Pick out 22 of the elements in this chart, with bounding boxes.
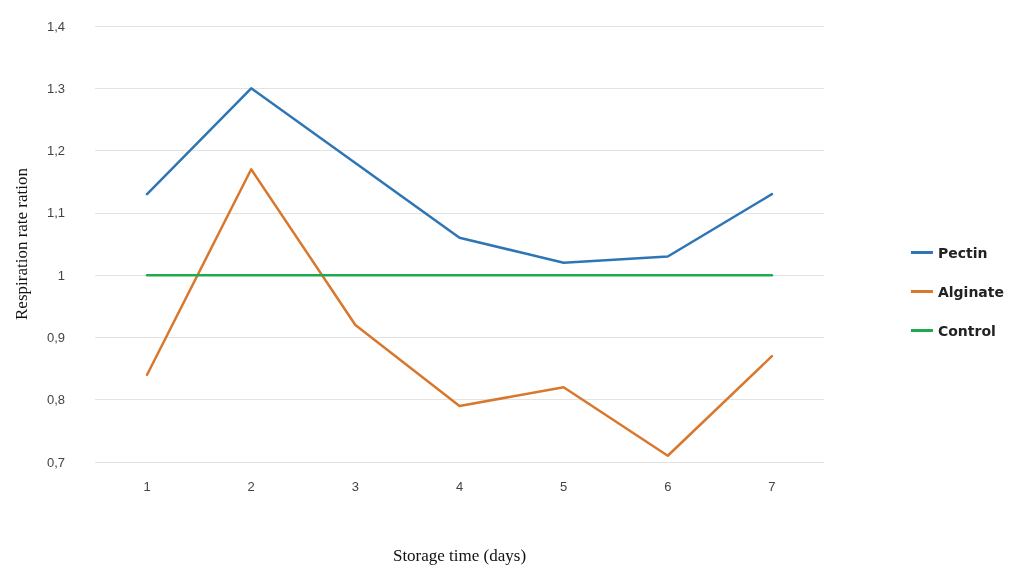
y-tick-label: 0,9 <box>46 329 65 345</box>
y-tick-label: 1 <box>57 267 65 283</box>
y-tick-label: 1,4 <box>46 18 65 34</box>
x-tick-label: 1 <box>143 479 151 494</box>
legend-label: Alginate <box>937 283 1005 300</box>
y-tick-label: 0,8 <box>46 392 65 408</box>
line-series <box>145 168 774 458</box>
y-tick-label: 1,1 <box>46 205 65 221</box>
y-tick-label: 1,2 <box>46 143 65 159</box>
legend-label: Control <box>937 322 996 339</box>
x-tick-label: 7 <box>768 479 776 494</box>
x-tick-label: 3 <box>351 479 359 494</box>
y-tick-label: 1.3 <box>46 80 65 96</box>
y-tick-label: 0,7 <box>46 454 65 470</box>
x-axis-title: Storage time (days) <box>392 546 527 565</box>
x-tick-label: 2 <box>247 479 255 494</box>
x-tick-label: 6 <box>664 479 672 494</box>
legend-label: Pectin <box>937 244 988 261</box>
y-axis-title: Respiration rate ration <box>12 167 31 321</box>
line-series <box>145 87 774 264</box>
x-tick-label: 4 <box>455 479 464 494</box>
x-tick-label: 5 <box>560 479 568 494</box>
